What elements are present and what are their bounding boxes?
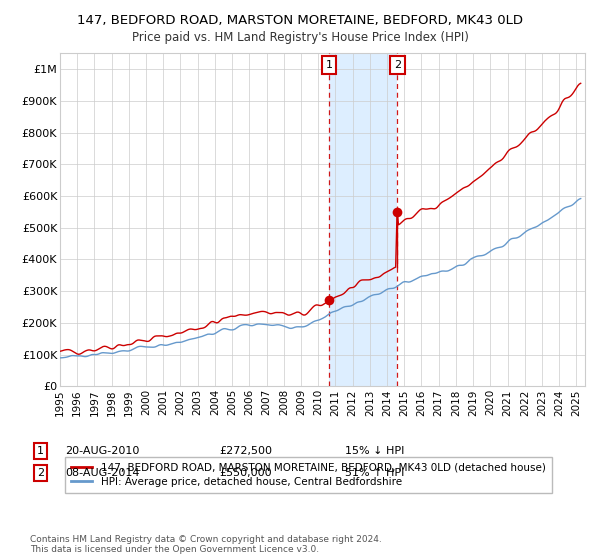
Text: £550,000: £550,000 [219,468,272,478]
Text: 08-AUG-2014: 08-AUG-2014 [65,468,139,478]
Text: 1: 1 [37,446,44,456]
Text: 15% ↓ HPI: 15% ↓ HPI [345,446,404,456]
Text: 1: 1 [326,60,332,70]
Text: £272,500: £272,500 [219,446,272,456]
Text: 20-AUG-2010: 20-AUG-2010 [65,446,139,456]
Text: 51% ↑ HPI: 51% ↑ HPI [345,468,404,478]
Text: 2: 2 [394,60,401,70]
Text: Price paid vs. HM Land Registry's House Price Index (HPI): Price paid vs. HM Land Registry's House … [131,31,469,44]
Text: Contains HM Land Registry data © Crown copyright and database right 2024.
This d: Contains HM Land Registry data © Crown c… [30,535,382,554]
Bar [329,53,397,386]
Text: 2: 2 [37,468,44,478]
Legend: 147, BEDFORD ROAD, MARSTON MORETAINE, BEDFORD, MK43 0LD (detached house), HPI: A: 147, BEDFORD ROAD, MARSTON MORETAINE, BE… [65,456,552,493]
Text: 147, BEDFORD ROAD, MARSTON MORETAINE, BEDFORD, MK43 0LD: 147, BEDFORD ROAD, MARSTON MORETAINE, BE… [77,14,523,27]
